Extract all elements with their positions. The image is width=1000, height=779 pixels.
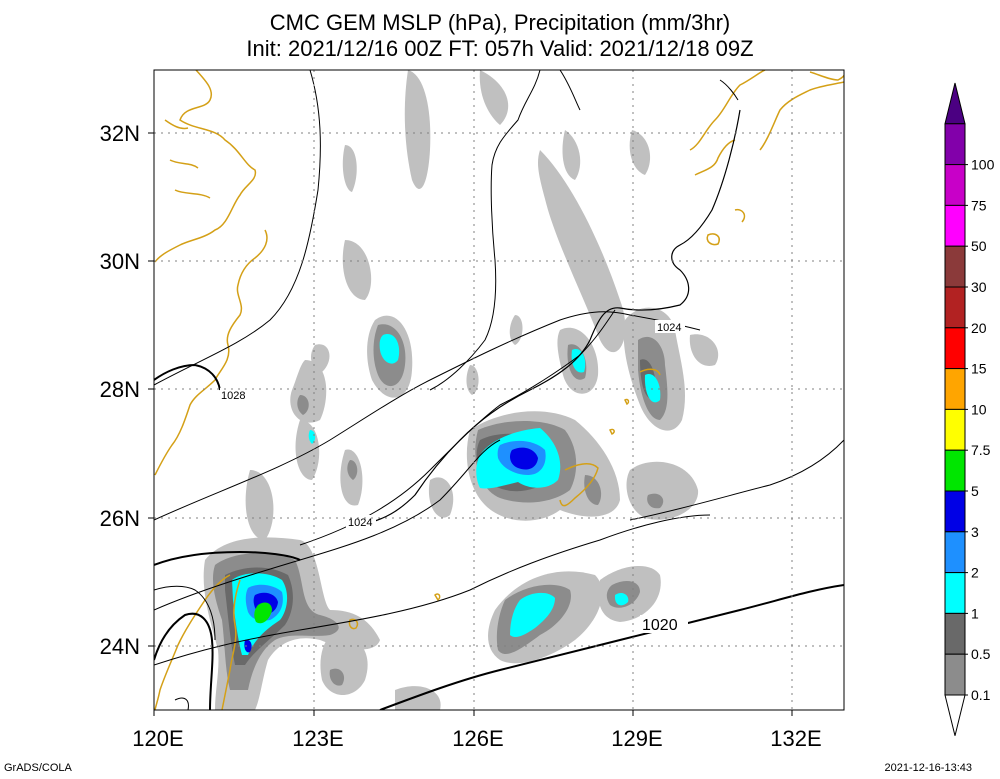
colorbar-swatch: [944, 327, 966, 370]
colorbar-label: 15: [971, 361, 987, 377]
lon-label: 120E: [132, 726, 183, 751]
colorbar-label: 20: [971, 320, 987, 336]
lat-label: 24N: [100, 634, 140, 659]
colorbar-swatch: [944, 245, 966, 288]
colorbar-label: 0.1: [971, 687, 991, 703]
colorbar-label: 100: [971, 157, 995, 173]
colorbar-swatch: [944, 612, 966, 655]
colorbar-label: 1: [971, 605, 979, 621]
lat-label: 26N: [100, 506, 140, 531]
isobar-label: 1020: [642, 617, 678, 634]
colorbar-label: 3: [971, 524, 979, 540]
colorbar-swatch: [944, 694, 966, 736]
colorbar-swatch: [944, 204, 966, 247]
isobar-label: 1024: [657, 322, 681, 334]
isobars: [154, 70, 844, 710]
colorbar-swatch: [944, 531, 966, 574]
colorbar-swatch: [944, 286, 966, 329]
grid-lines: [154, 70, 844, 710]
colorbar-swatch: [944, 368, 966, 410]
isobar-label: 1028: [221, 390, 245, 402]
lon-label: 132E: [770, 726, 821, 751]
colorbar-swatch: [944, 653, 966, 696]
colorbar-label: 2: [971, 565, 979, 581]
axis-ticks: [148, 132, 793, 716]
colorbar-swatch: [944, 164, 966, 206]
lat-label: 30N: [100, 249, 140, 274]
colorbar-label: 10: [971, 401, 987, 417]
footer-left: GrADS/COLA: [4, 762, 72, 774]
lon-label: 126E: [452, 726, 503, 751]
colorbar-label: 0.5: [971, 646, 991, 662]
colorbar-label: 7.5: [971, 442, 991, 458]
colorbar-swatch: [944, 82, 966, 125]
colorbar-swatch: [944, 490, 966, 533]
colorbar-swatch: [944, 449, 966, 492]
lat-label: 28N: [100, 377, 140, 402]
lat-label: 32N: [100, 121, 140, 146]
isobar-labels: 1028 1024 1024 1020: [220, 320, 688, 634]
chart-title: CMC GEM MSLP (hPa), Precipitation (mm/3h…: [269, 10, 731, 35]
chart-subtitle: Init: 2021/12/16 00Z FT: 057h Valid: 202…: [246, 36, 754, 61]
colorbar-swatch: [944, 572, 966, 614]
colorbar: 0.1 0.5 1 2 3 5 7.5 10 15 20 30 50 75 100: [944, 82, 995, 736]
precipitation-field: [203, 70, 719, 710]
lon-label: 129E: [611, 726, 662, 751]
lat-labels: 32N 30N 28N 26N 24N: [100, 121, 140, 659]
colorbar-label: 75: [971, 197, 987, 213]
map-frame: [153, 69, 845, 711]
colorbar-label: 5: [971, 483, 979, 499]
colorbar-label: 50: [971, 238, 987, 254]
lon-labels: 120E 123E 126E 129E 132E: [132, 726, 821, 751]
footer-right: 2021-12-16-13:43: [884, 762, 972, 774]
colorbar-swatch: [944, 123, 966, 166]
isobar-label: 1024: [348, 517, 372, 529]
colorbar-swatch: [944, 408, 966, 451]
colorbar-label: 30: [971, 279, 987, 295]
lon-label: 123E: [292, 726, 343, 751]
coastline: [154, 70, 844, 710]
